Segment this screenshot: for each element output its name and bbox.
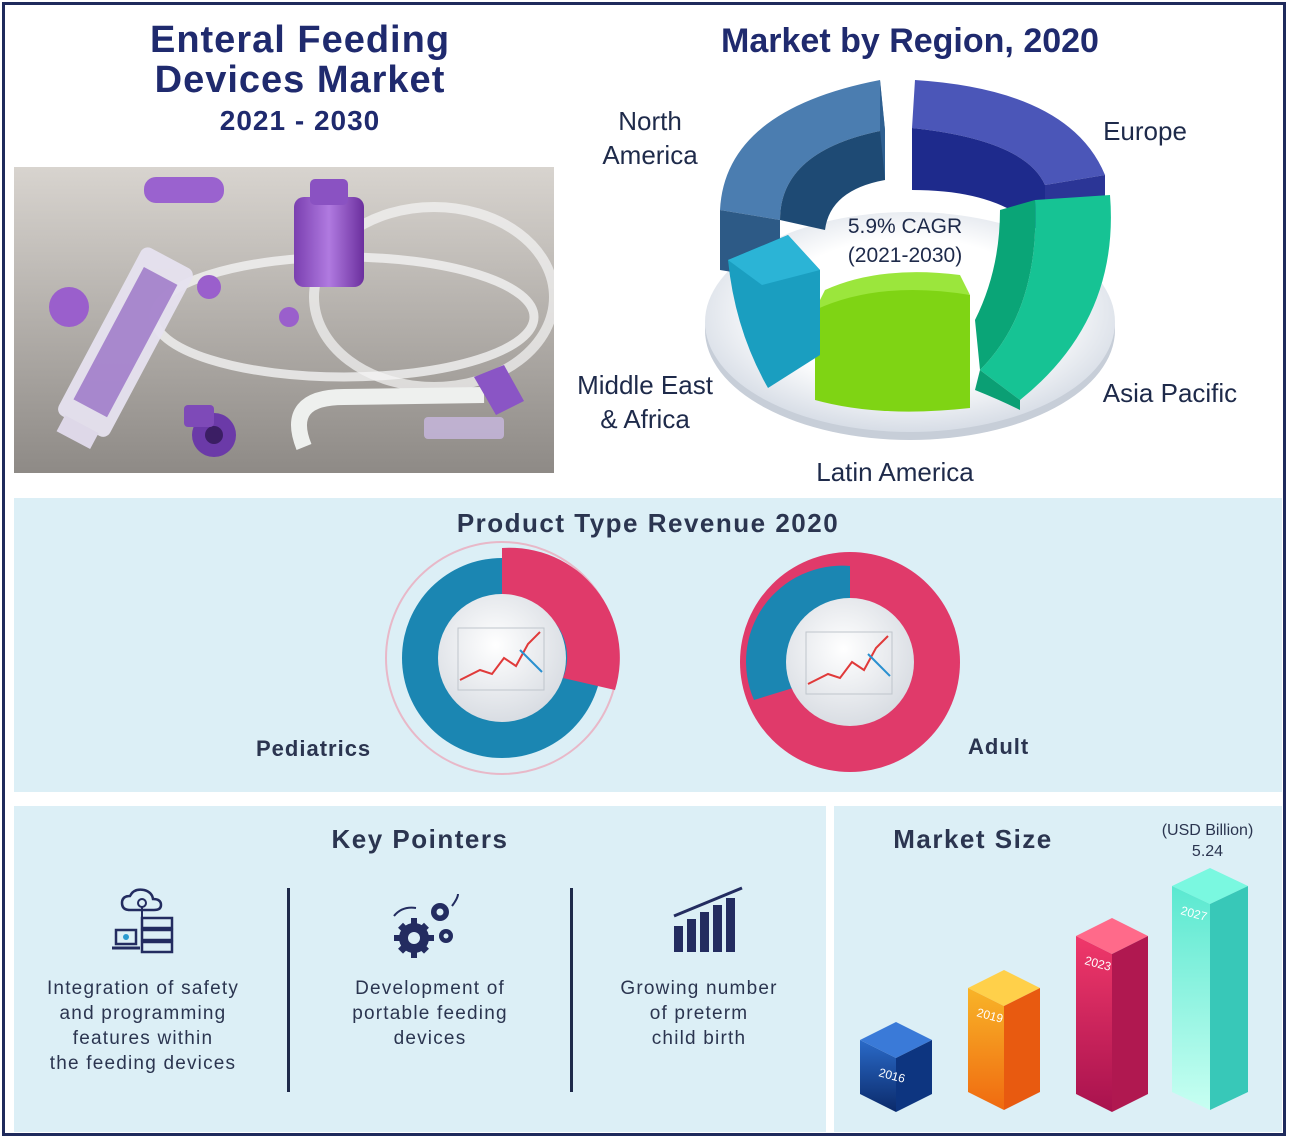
pediatrics-donut [385,541,620,775]
region-chart-title: Market by Region, 2020 [721,22,1099,60]
region-center-cagr: 5.9% CAGR [848,215,962,238]
kp3-line1: Growing number [620,978,778,999]
label-mea-line2: & Africa [600,404,690,434]
label-europe: Europe [1103,116,1187,146]
title-period: 2021 - 2030 [219,105,381,136]
bar-label-2023: 2023 [1083,953,1113,974]
adult-label: Adult [968,734,1030,759]
kp3-line3: child birth [651,1028,747,1049]
gears-icon [393,894,459,958]
kp1-line3: features within [72,1028,214,1049]
label-middle-east-africa: Middle East & Africa [560,368,730,436]
title-line-2: Devices Market [154,59,446,101]
bar-label-2019: 2019 [975,1005,1005,1026]
kp1-line1: Integration of safety [46,978,240,999]
bar-label-2016: 2016 [877,1065,907,1086]
kp1-line2: and programming [59,1003,227,1024]
growth-bars-icon [673,886,743,952]
region-donut-chart: 5.9% CAGR (2021-2030) [705,80,1115,440]
bar-2016: 2016 [860,1022,932,1112]
product-type-panel: Product Type Revenue 2020 [14,498,1282,792]
segment-latin-america [815,272,970,412]
label-north-america: North America [590,104,710,172]
feeding-devices-photo [14,167,554,473]
cloud-server-icon [112,888,174,954]
market-size-value: 5.24 [1191,843,1224,860]
key-pointer-3-text: Growing number of preterm child birth [574,976,824,1051]
key-pointer-divider-1 [287,888,290,1092]
kp2-line3: devices [393,1028,467,1049]
product-type-title: Product Type Revenue 2020 [456,508,840,538]
region-center-period: (2021-2030) [848,244,962,267]
key-pointer-1-text: Integration of safety and programming fe… [18,976,268,1076]
kp2-line1: Development of [355,978,505,999]
market-size-title: Market Size [893,824,1053,854]
bar-2027: 2027 [1172,868,1248,1110]
key-pointers-panel: Key Pointers [14,806,826,1132]
label-north-america-line1: North [618,106,682,136]
label-mea-line1: Middle East [577,370,713,400]
adult-donut [740,552,960,772]
kp1-line4: the feeding devices [49,1053,237,1074]
bar-label-2027: 2027 [1179,903,1209,924]
label-asia-pacific: Asia Pacific [1102,378,1238,408]
market-size-unit: (USD Billion) [1161,822,1254,839]
kp3-line2: of preterm [649,1003,749,1024]
bar-2019: 2019 [968,970,1040,1110]
title-line-1: Enteral Feeding [149,19,451,61]
segment-asia-pacific [975,195,1111,410]
key-pointer-divider-2 [570,888,573,1092]
segment-middle-east-africa [728,235,820,388]
label-north-america-line2: America [602,140,698,170]
key-pointers-title: Key Pointers [331,824,509,854]
kp2-line2: portable feeding [352,1003,508,1024]
pediatrics-label: Pediatrics [256,736,372,761]
bar-2023: 2023 [1076,918,1148,1112]
label-latin-america: Latin America [816,457,974,487]
key-pointer-2-text: Development of portable feeding devices [305,976,555,1051]
market-size-bar-chart: 2016 2019 2023 2027 [860,868,1248,1112]
